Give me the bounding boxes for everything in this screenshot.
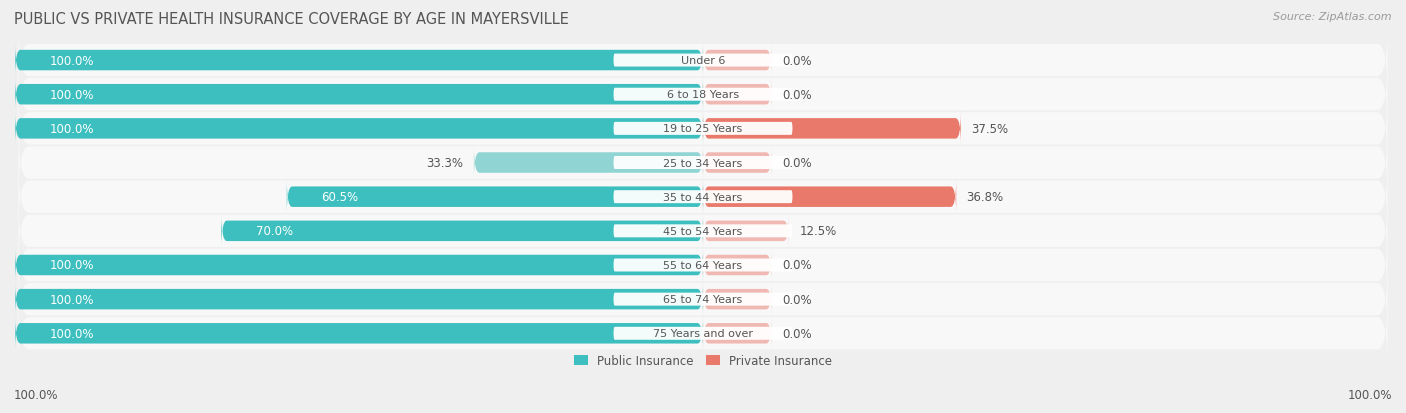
Text: PUBLIC VS PRIVATE HEALTH INSURANCE COVERAGE BY AGE IN MAYERSVILLE: PUBLIC VS PRIVATE HEALTH INSURANCE COVER… [14,12,569,27]
Text: 0.0%: 0.0% [782,259,811,272]
FancyBboxPatch shape [703,248,772,282]
FancyBboxPatch shape [613,327,793,340]
FancyBboxPatch shape [18,26,1388,96]
Text: 0.0%: 0.0% [782,55,811,67]
Text: 100.0%: 100.0% [14,388,59,401]
Text: 55 to 64 Years: 55 to 64 Years [664,260,742,271]
Text: 65 to 74 Years: 65 to 74 Years [664,294,742,304]
Text: 100.0%: 100.0% [1347,388,1392,401]
FancyBboxPatch shape [703,180,956,214]
Text: 6 to 18 Years: 6 to 18 Years [666,90,740,100]
FancyBboxPatch shape [703,282,772,316]
FancyBboxPatch shape [703,78,772,112]
FancyBboxPatch shape [18,128,1388,198]
FancyBboxPatch shape [18,230,1388,300]
FancyBboxPatch shape [15,78,703,112]
FancyBboxPatch shape [18,94,1388,164]
Text: Source: ZipAtlas.com: Source: ZipAtlas.com [1274,12,1392,22]
FancyBboxPatch shape [15,316,703,351]
Text: 100.0%: 100.0% [49,123,94,135]
FancyBboxPatch shape [18,264,1388,335]
Text: 37.5%: 37.5% [972,123,1008,135]
Text: 75 Years and over: 75 Years and over [652,328,754,339]
Text: 70.0%: 70.0% [256,225,292,238]
FancyBboxPatch shape [15,248,703,282]
FancyBboxPatch shape [613,88,793,102]
Text: 12.5%: 12.5% [800,225,837,238]
Text: 100.0%: 100.0% [49,327,94,340]
FancyBboxPatch shape [703,146,772,180]
FancyBboxPatch shape [18,196,1388,266]
FancyBboxPatch shape [703,112,960,146]
Text: 33.3%: 33.3% [426,157,464,170]
FancyBboxPatch shape [613,191,793,204]
FancyBboxPatch shape [15,112,703,146]
FancyBboxPatch shape [613,123,793,135]
FancyBboxPatch shape [18,162,1388,232]
FancyBboxPatch shape [15,282,703,316]
FancyBboxPatch shape [15,44,703,78]
FancyBboxPatch shape [703,214,789,248]
Text: 35 to 44 Years: 35 to 44 Years [664,192,742,202]
FancyBboxPatch shape [613,259,793,272]
Text: 45 to 54 Years: 45 to 54 Years [664,226,742,236]
FancyBboxPatch shape [18,60,1388,130]
FancyBboxPatch shape [613,55,793,67]
Text: 0.0%: 0.0% [782,293,811,306]
FancyBboxPatch shape [221,214,703,248]
FancyBboxPatch shape [18,299,1388,368]
Legend: Public Insurance, Private Insurance: Public Insurance, Private Insurance [569,350,837,372]
Text: 25 to 34 Years: 25 to 34 Years [664,158,742,168]
Text: 36.8%: 36.8% [966,191,1004,204]
FancyBboxPatch shape [613,293,793,306]
FancyBboxPatch shape [613,157,793,170]
Text: 100.0%: 100.0% [49,55,94,67]
Text: 0.0%: 0.0% [782,157,811,170]
Text: 0.0%: 0.0% [782,88,811,102]
Text: Under 6: Under 6 [681,56,725,66]
Text: 60.5%: 60.5% [321,191,359,204]
Text: 19 to 25 Years: 19 to 25 Years [664,124,742,134]
FancyBboxPatch shape [287,180,703,214]
Text: 0.0%: 0.0% [782,327,811,340]
Text: 100.0%: 100.0% [49,259,94,272]
FancyBboxPatch shape [613,225,793,238]
FancyBboxPatch shape [474,146,703,180]
Text: 100.0%: 100.0% [49,293,94,306]
Text: 100.0%: 100.0% [49,88,94,102]
FancyBboxPatch shape [703,316,772,351]
FancyBboxPatch shape [703,44,772,78]
